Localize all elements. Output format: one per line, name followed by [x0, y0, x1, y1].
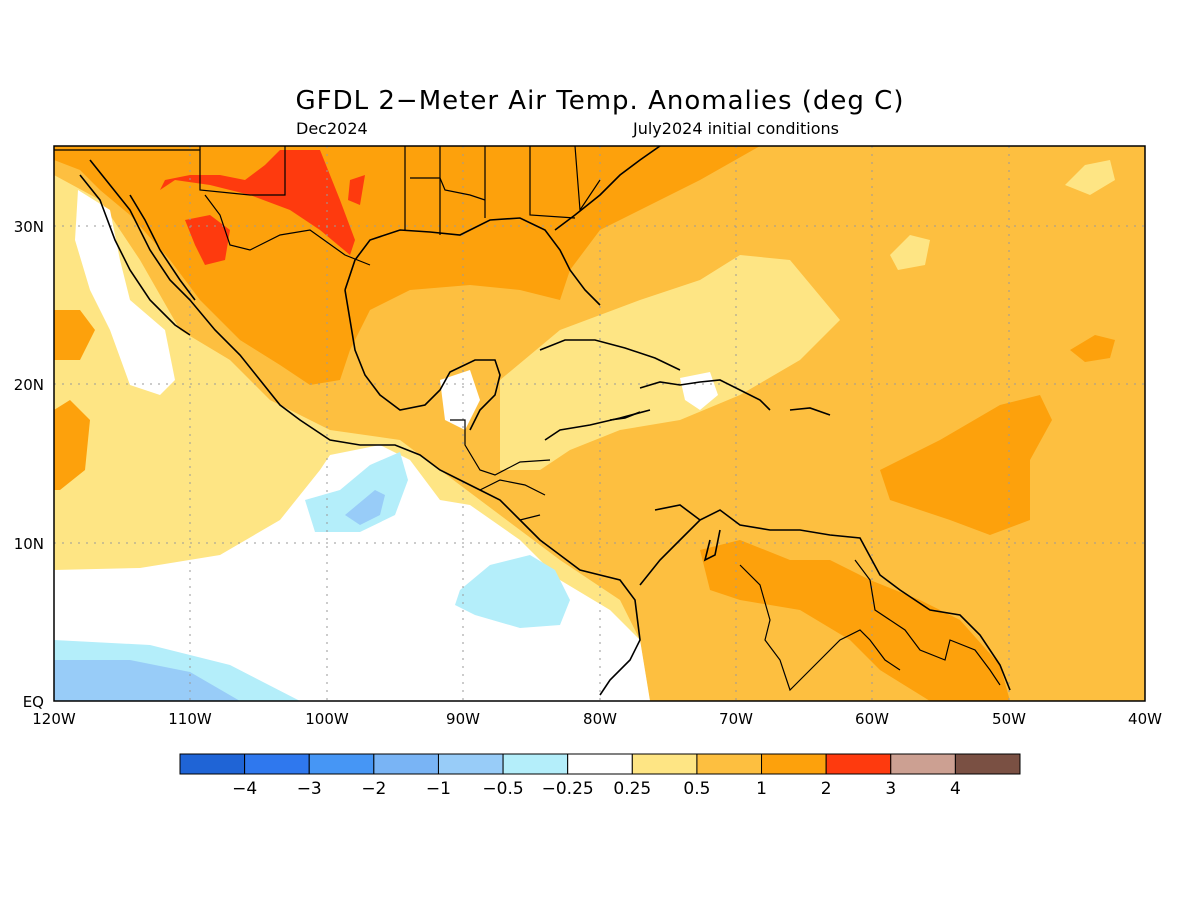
- colorbar-swatch: [761, 753, 827, 775]
- chart-title: GFDL 2−Meter Air Temp. Anomalies (deg C): [295, 86, 905, 116]
- x-tick-label: 100W: [305, 710, 349, 728]
- field-hot-3: [348, 175, 365, 205]
- gridlines: [54, 146, 1145, 701]
- field-cold-5: [455, 555, 570, 628]
- x-tick-label: 120W: [32, 710, 76, 728]
- y-tick-label: 10N: [14, 535, 44, 553]
- colorbar-label: 3: [885, 779, 896, 799]
- borders: [54, 146, 1001, 692]
- coastlines: [79, 146, 1011, 696]
- y-tick-label: 20N: [14, 376, 44, 394]
- x-tick-label: 40W: [1128, 710, 1162, 728]
- colorbar-label: −0.25: [542, 779, 594, 799]
- colorbar-swatch: [308, 753, 375, 775]
- field-baja-neutral: [75, 190, 175, 395]
- field-atlantic-warm-2: [1070, 335, 1115, 362]
- x-tick-label: 90W: [446, 710, 480, 728]
- field-caribbean-light: [500, 255, 840, 470]
- field-hot-2: [185, 215, 230, 265]
- colorbar-swatch: [631, 753, 698, 775]
- y-axis: EQ 10N 20N 30N: [14, 218, 44, 711]
- colorbar-label: −3: [297, 779, 322, 799]
- field-hot-1: [160, 150, 355, 255]
- colorbar-label: −4: [232, 779, 257, 799]
- field-pacific-warm: [54, 400, 90, 490]
- field-sa-warm: [700, 540, 1010, 701]
- colorbar-swatch: [244, 753, 310, 775]
- x-tick-label: 80W: [583, 710, 617, 728]
- forecast-month: Dec2024: [296, 119, 368, 138]
- map-frame: [53, 145, 1146, 702]
- colorbar-swatch: [567, 753, 633, 775]
- field-atlantic-patch-1: [1065, 160, 1115, 195]
- colorbar-swatch: [437, 753, 504, 775]
- colorbar-swatch: [825, 753, 892, 775]
- field-pacific-neutral: [54, 445, 650, 701]
- map-field: [54, 146, 1145, 701]
- colorbar-label: 0.25: [613, 779, 651, 799]
- colorbar-label: −0.5: [482, 779, 523, 799]
- colorbar-label: −1: [426, 779, 451, 799]
- field-yucatan-neutral: [440, 370, 480, 430]
- colorbar-swatch: [954, 753, 1021, 775]
- field-atlantic-patch-2: [890, 235, 930, 270]
- initial-conditions: July2024 initial conditions: [633, 119, 839, 138]
- x-tick-label: 110W: [168, 710, 212, 728]
- y-tick-label: 30N: [14, 218, 44, 236]
- y-tick-label: EQ: [23, 693, 44, 711]
- colorbar-swatch: [502, 753, 569, 775]
- colorbar-swatch: [373, 753, 439, 775]
- colorbar-label: 0.5: [683, 779, 710, 799]
- colorbar-label: −2: [361, 779, 386, 799]
- x-tick-label: 60W: [855, 710, 889, 728]
- colorbar-swatch: [890, 753, 956, 775]
- colorbar-swatch: [179, 753, 246, 775]
- field-cold-2: [54, 660, 240, 701]
- field-cold-3: [305, 452, 408, 532]
- x-axis: 120W 110W 100W 90W 80W 70W 60W 50W 40W: [32, 710, 1162, 728]
- colorbar: −4 −3 −2 −1 −0.5 −0.25 0.25 0.5 1 2 3 4: [179, 753, 1021, 799]
- colorbar-label: 2: [821, 779, 832, 799]
- field-cold-4: [345, 490, 385, 525]
- field-pacific-warm-2: [54, 310, 95, 360]
- colorbar-label: 1: [756, 779, 767, 799]
- colorbar-label: 4: [950, 779, 961, 799]
- x-tick-label: 50W: [992, 710, 1026, 728]
- colorbar-swatch: [696, 753, 763, 775]
- x-tick-label: 70W: [719, 710, 753, 728]
